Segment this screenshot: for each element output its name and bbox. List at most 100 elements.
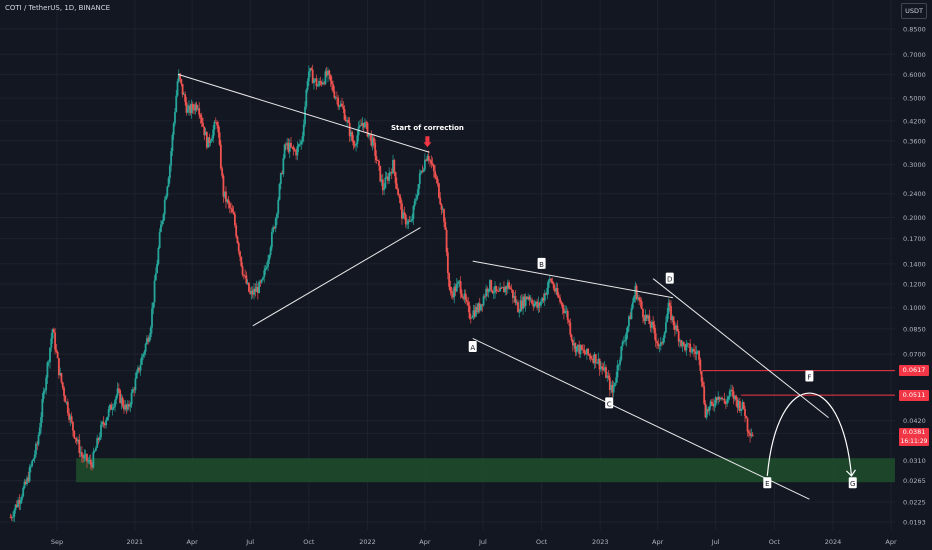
candle-body — [339, 103, 342, 107]
x-tick-label: Sep — [51, 538, 63, 546]
candle-body — [555, 288, 558, 292]
candle-body — [216, 122, 218, 126]
candle-body — [358, 125, 361, 127]
candle-body — [290, 142, 292, 147]
candle-body — [204, 132, 207, 136]
candle-body — [281, 173, 283, 175]
candle-body — [689, 343, 692, 353]
callout-text: Start of correction — [391, 124, 464, 132]
candle-body — [573, 343, 576, 346]
candle-body — [738, 401, 741, 411]
candle-body — [342, 106, 345, 110]
candle-body — [707, 409, 709, 412]
y-tick-label: 0.5000 — [903, 95, 926, 103]
candle-body — [307, 71, 310, 82]
candle-body — [165, 196, 167, 200]
candle-body — [59, 373, 62, 376]
wave-label-box — [763, 477, 772, 489]
candle-body — [97, 438, 100, 441]
candle-body — [146, 338, 148, 344]
candle-body — [91, 464, 93, 468]
currency-unit-button[interactable]: USDT — [901, 3, 927, 19]
candle-body — [144, 343, 147, 352]
candle-body — [323, 82, 326, 84]
y-tick-label: 0.8500 — [903, 26, 926, 34]
candle-body — [514, 296, 517, 304]
candle-body — [575, 346, 578, 353]
candle-body — [703, 386, 706, 404]
candle-body — [394, 172, 397, 184]
candle-body — [594, 354, 597, 364]
candle-body — [72, 421, 74, 431]
candle-body — [427, 155, 430, 161]
candle-body — [422, 169, 425, 172]
candle-body — [297, 144, 300, 147]
candle-body — [332, 84, 334, 92]
callout-arrow-icon — [423, 136, 432, 148]
candle-body — [469, 318, 472, 319]
candle-body — [393, 159, 396, 173]
candle-body — [219, 144, 222, 169]
wave-label-box — [848, 477, 857, 489]
candle-body — [389, 172, 392, 173]
candle-body — [348, 122, 351, 137]
candle-body — [112, 406, 115, 409]
candle-body — [227, 199, 230, 204]
candle-body — [137, 367, 139, 373]
candle-body — [751, 434, 754, 437]
candle-body — [570, 334, 573, 341]
candle-body — [199, 114, 202, 118]
candle-body — [417, 183, 420, 195]
candle-body — [475, 306, 477, 317]
candle-body — [612, 386, 615, 393]
candle-body — [253, 288, 255, 295]
candle-body — [741, 402, 744, 409]
candle-body — [494, 285, 496, 293]
candle-body — [154, 273, 157, 281]
candle-body — [172, 123, 175, 135]
candle-body — [364, 122, 366, 128]
candle-body — [721, 397, 723, 400]
candle-body — [371, 137, 374, 146]
candle-body — [727, 396, 730, 400]
candle-body — [625, 332, 628, 340]
candle-body — [143, 351, 146, 355]
candle-body — [645, 314, 648, 319]
candle-body — [254, 288, 257, 292]
candle-body — [616, 365, 619, 378]
wave-label: G — [850, 480, 855, 488]
candle-body — [418, 173, 421, 184]
y-tick-label: 0.0193 — [903, 519, 926, 527]
candle-body — [564, 311, 567, 314]
candle-body — [222, 175, 225, 197]
candle-body — [120, 397, 123, 403]
candle-body — [168, 165, 171, 179]
candle-body — [380, 179, 383, 182]
candle-body — [592, 358, 595, 363]
candle-body — [399, 197, 402, 204]
candle-body — [74, 437, 77, 440]
candle-body — [270, 231, 273, 248]
candle-body — [237, 242, 240, 252]
candle-body — [198, 108, 201, 115]
candle-body — [750, 434, 753, 436]
candle-body — [41, 398, 44, 418]
symbol-title[interactable]: COTI / TetherUS, 1D, BINANCE — [5, 4, 111, 12]
candle-body — [483, 296, 486, 298]
y-tick-label: 0.2400 — [903, 190, 926, 198]
candle-body — [601, 366, 604, 369]
candle-body — [652, 321, 655, 325]
candle-body — [272, 227, 275, 232]
candle-body — [170, 151, 173, 166]
candle-body — [190, 104, 193, 113]
candle-body — [577, 344, 579, 347]
candle-body — [556, 288, 559, 296]
candle-body — [26, 477, 28, 485]
last-price-tag: 0.0381 16:11:29 — [899, 428, 929, 447]
candle-body — [106, 416, 109, 421]
y-tick-label: 0.0850 — [903, 325, 926, 333]
x-tick-label: 2021 — [127, 538, 144, 546]
candle-body — [217, 125, 220, 133]
